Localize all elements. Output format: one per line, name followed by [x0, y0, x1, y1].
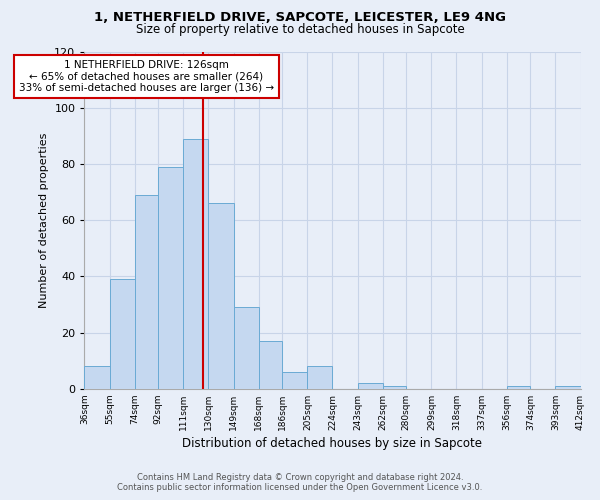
Bar: [283, 372, 307, 389]
Bar: [134, 195, 158, 389]
Bar: [358, 383, 383, 389]
Text: Size of property relative to detached houses in Sapcote: Size of property relative to detached ho…: [136, 22, 464, 36]
Text: 1, NETHERFIELD DRIVE, SAPCOTE, LEICESTER, LE9 4NG: 1, NETHERFIELD DRIVE, SAPCOTE, LEICESTER…: [94, 11, 506, 24]
Text: Contains HM Land Registry data © Crown copyright and database right 2024.
Contai: Contains HM Land Registry data © Crown c…: [118, 473, 482, 492]
Bar: [259, 341, 283, 389]
Bar: [383, 386, 406, 389]
Bar: [307, 366, 332, 389]
Y-axis label: Number of detached properties: Number of detached properties: [39, 132, 49, 308]
Bar: [556, 386, 581, 389]
X-axis label: Distribution of detached houses by size in Sapcote: Distribution of detached houses by size …: [182, 437, 482, 450]
Bar: [233, 308, 259, 389]
Bar: [110, 279, 134, 389]
Bar: [158, 167, 184, 389]
Bar: [184, 138, 208, 389]
Bar: [208, 204, 233, 389]
Bar: [506, 386, 530, 389]
Bar: [85, 366, 110, 389]
Text: 1 NETHERFIELD DRIVE: 126sqm
← 65% of detached houses are smaller (264)
33% of se: 1 NETHERFIELD DRIVE: 126sqm ← 65% of det…: [19, 60, 274, 93]
